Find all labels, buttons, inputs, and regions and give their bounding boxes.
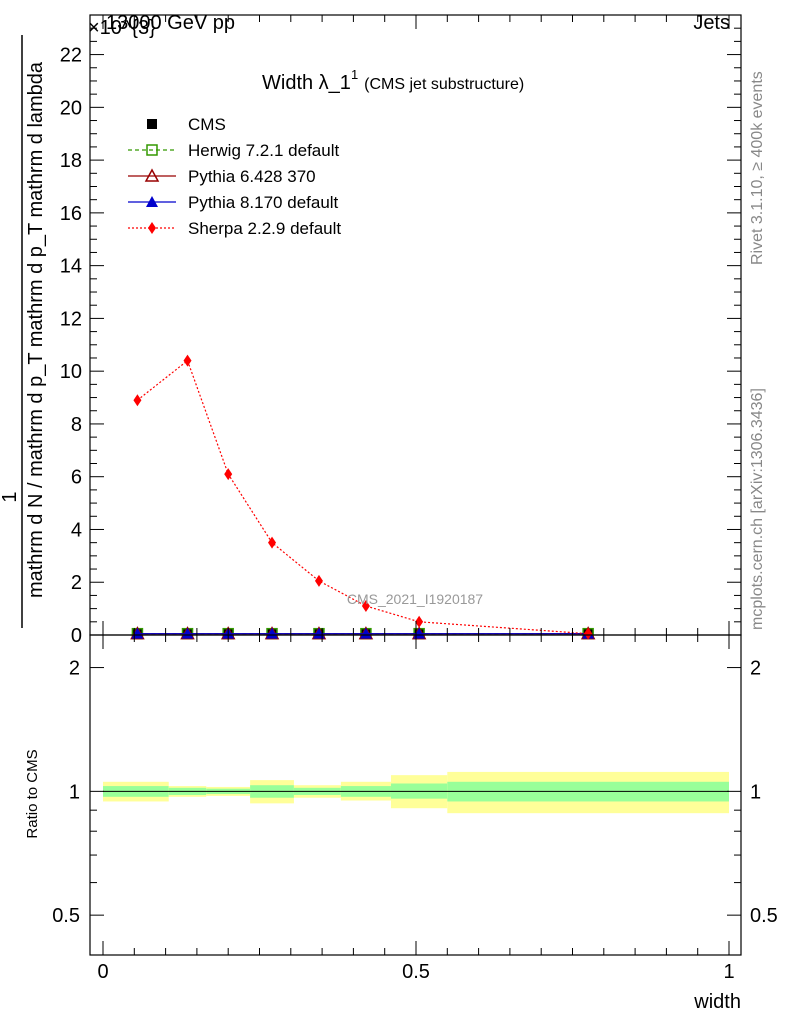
legend-marker: [144, 168, 160, 182]
ratio-y-tick-label-right: 1: [750, 781, 761, 803]
main-axes: 0 2 4 6 8 10 12 14 16 18 20 22: [60, 27, 741, 647]
data-point-4: [314, 574, 323, 587]
data-point-4: [415, 615, 424, 628]
x-tick-label: 1: [723, 961, 734, 983]
exponent-label: ×10^{3}: [88, 17, 156, 39]
y-tick-label: 14: [60, 256, 82, 278]
x-tick-label: 0.5: [402, 961, 430, 983]
data-point-3: [359, 627, 372, 639]
mcplots-label: mcplots.cern.ch [arXiv:1306.3436]: [749, 388, 766, 630]
x-axis-label: width: [693, 991, 741, 1013]
y-tick-label: 16: [60, 203, 82, 225]
ratio-y-tick-label-left: 2: [69, 658, 80, 680]
legend-label: Pythia 8.170 default: [188, 193, 339, 212]
y-tick-label: 8: [71, 414, 82, 436]
y-tick-label: 18: [60, 150, 82, 172]
ratio-y-tick-label-right: 0.5: [750, 905, 778, 927]
main-ylabel: 1 mathrm d N / mathrm d p_T mathrm d p_T…: [0, 35, 47, 628]
legend-marker: [146, 196, 158, 207]
analysis-watermark: CMS_2021_I1920187: [347, 591, 483, 607]
y-tick-label: 6: [71, 467, 82, 489]
y-tick-label: 10: [60, 361, 82, 383]
x-axis: 0 0.5 1: [97, 15, 735, 983]
y-tick-label: 4: [71, 519, 82, 541]
y-tick-label: 20: [60, 97, 82, 119]
main-panel-frame: [89, 14, 742, 636]
legend-marker: [146, 144, 158, 156]
title-sub: (CMS jet substructure): [364, 76, 524, 93]
data-point-4: [133, 394, 142, 407]
data-point-4: [584, 627, 593, 640]
x-tick-label: 0: [97, 961, 108, 983]
title-main: Width λ_1: [262, 72, 351, 94]
legend-marker: [148, 222, 156, 234]
data-point-3: [181, 627, 194, 639]
y-tick-label: 22: [60, 45, 82, 67]
plot-title: Width λ_11 (CMS jet substructure): [262, 67, 524, 94]
data-point-4: [361, 599, 370, 612]
header-right: Jets: [693, 12, 730, 34]
legend-label: Sherpa 2.2.9 default: [188, 219, 341, 238]
ratio-y-tick-label-left: 1: [69, 781, 80, 803]
y-tick-label: 12: [60, 308, 82, 330]
data-point-3: [266, 627, 279, 639]
legend-label: Pythia 6.428 370: [188, 167, 316, 186]
ratio-y-tick-label-left: 0.5: [52, 905, 80, 927]
legend-marker: [147, 119, 157, 129]
data-point-4: [268, 536, 277, 549]
ratio-y-tick-label-right: 2: [750, 658, 761, 680]
title-sup: 1: [351, 67, 358, 82]
data-point-4: [224, 468, 233, 481]
y-tick-label: 0: [71, 625, 82, 647]
legend-label: CMS: [188, 115, 226, 134]
series-line-4: [137, 359, 589, 635]
header-left: 13000 GeV pp: [106, 12, 235, 34]
y-tick-label: 2: [71, 572, 82, 594]
rivet-label: Rivet 3.1.10, ≥ 400k events: [749, 71, 766, 265]
ratio-axes: 0.5 0.5 1 1 2 2: [52, 658, 778, 928]
ratio-ylabel: Ratio to CMS: [24, 749, 41, 838]
data-point-4: [183, 354, 192, 367]
ratio-bands: [103, 771, 729, 814]
ylabel-numerator-one: 1: [0, 491, 21, 502]
legend-label: Herwig 7.2.1 default: [188, 141, 339, 160]
legend: CMS Herwig 7.2.1 default Pythia 6.428 370 P…: [128, 115, 341, 238]
ylabel-denominator: mathrm d N / mathrm d p_T mathrm d p_T m…: [25, 61, 47, 598]
